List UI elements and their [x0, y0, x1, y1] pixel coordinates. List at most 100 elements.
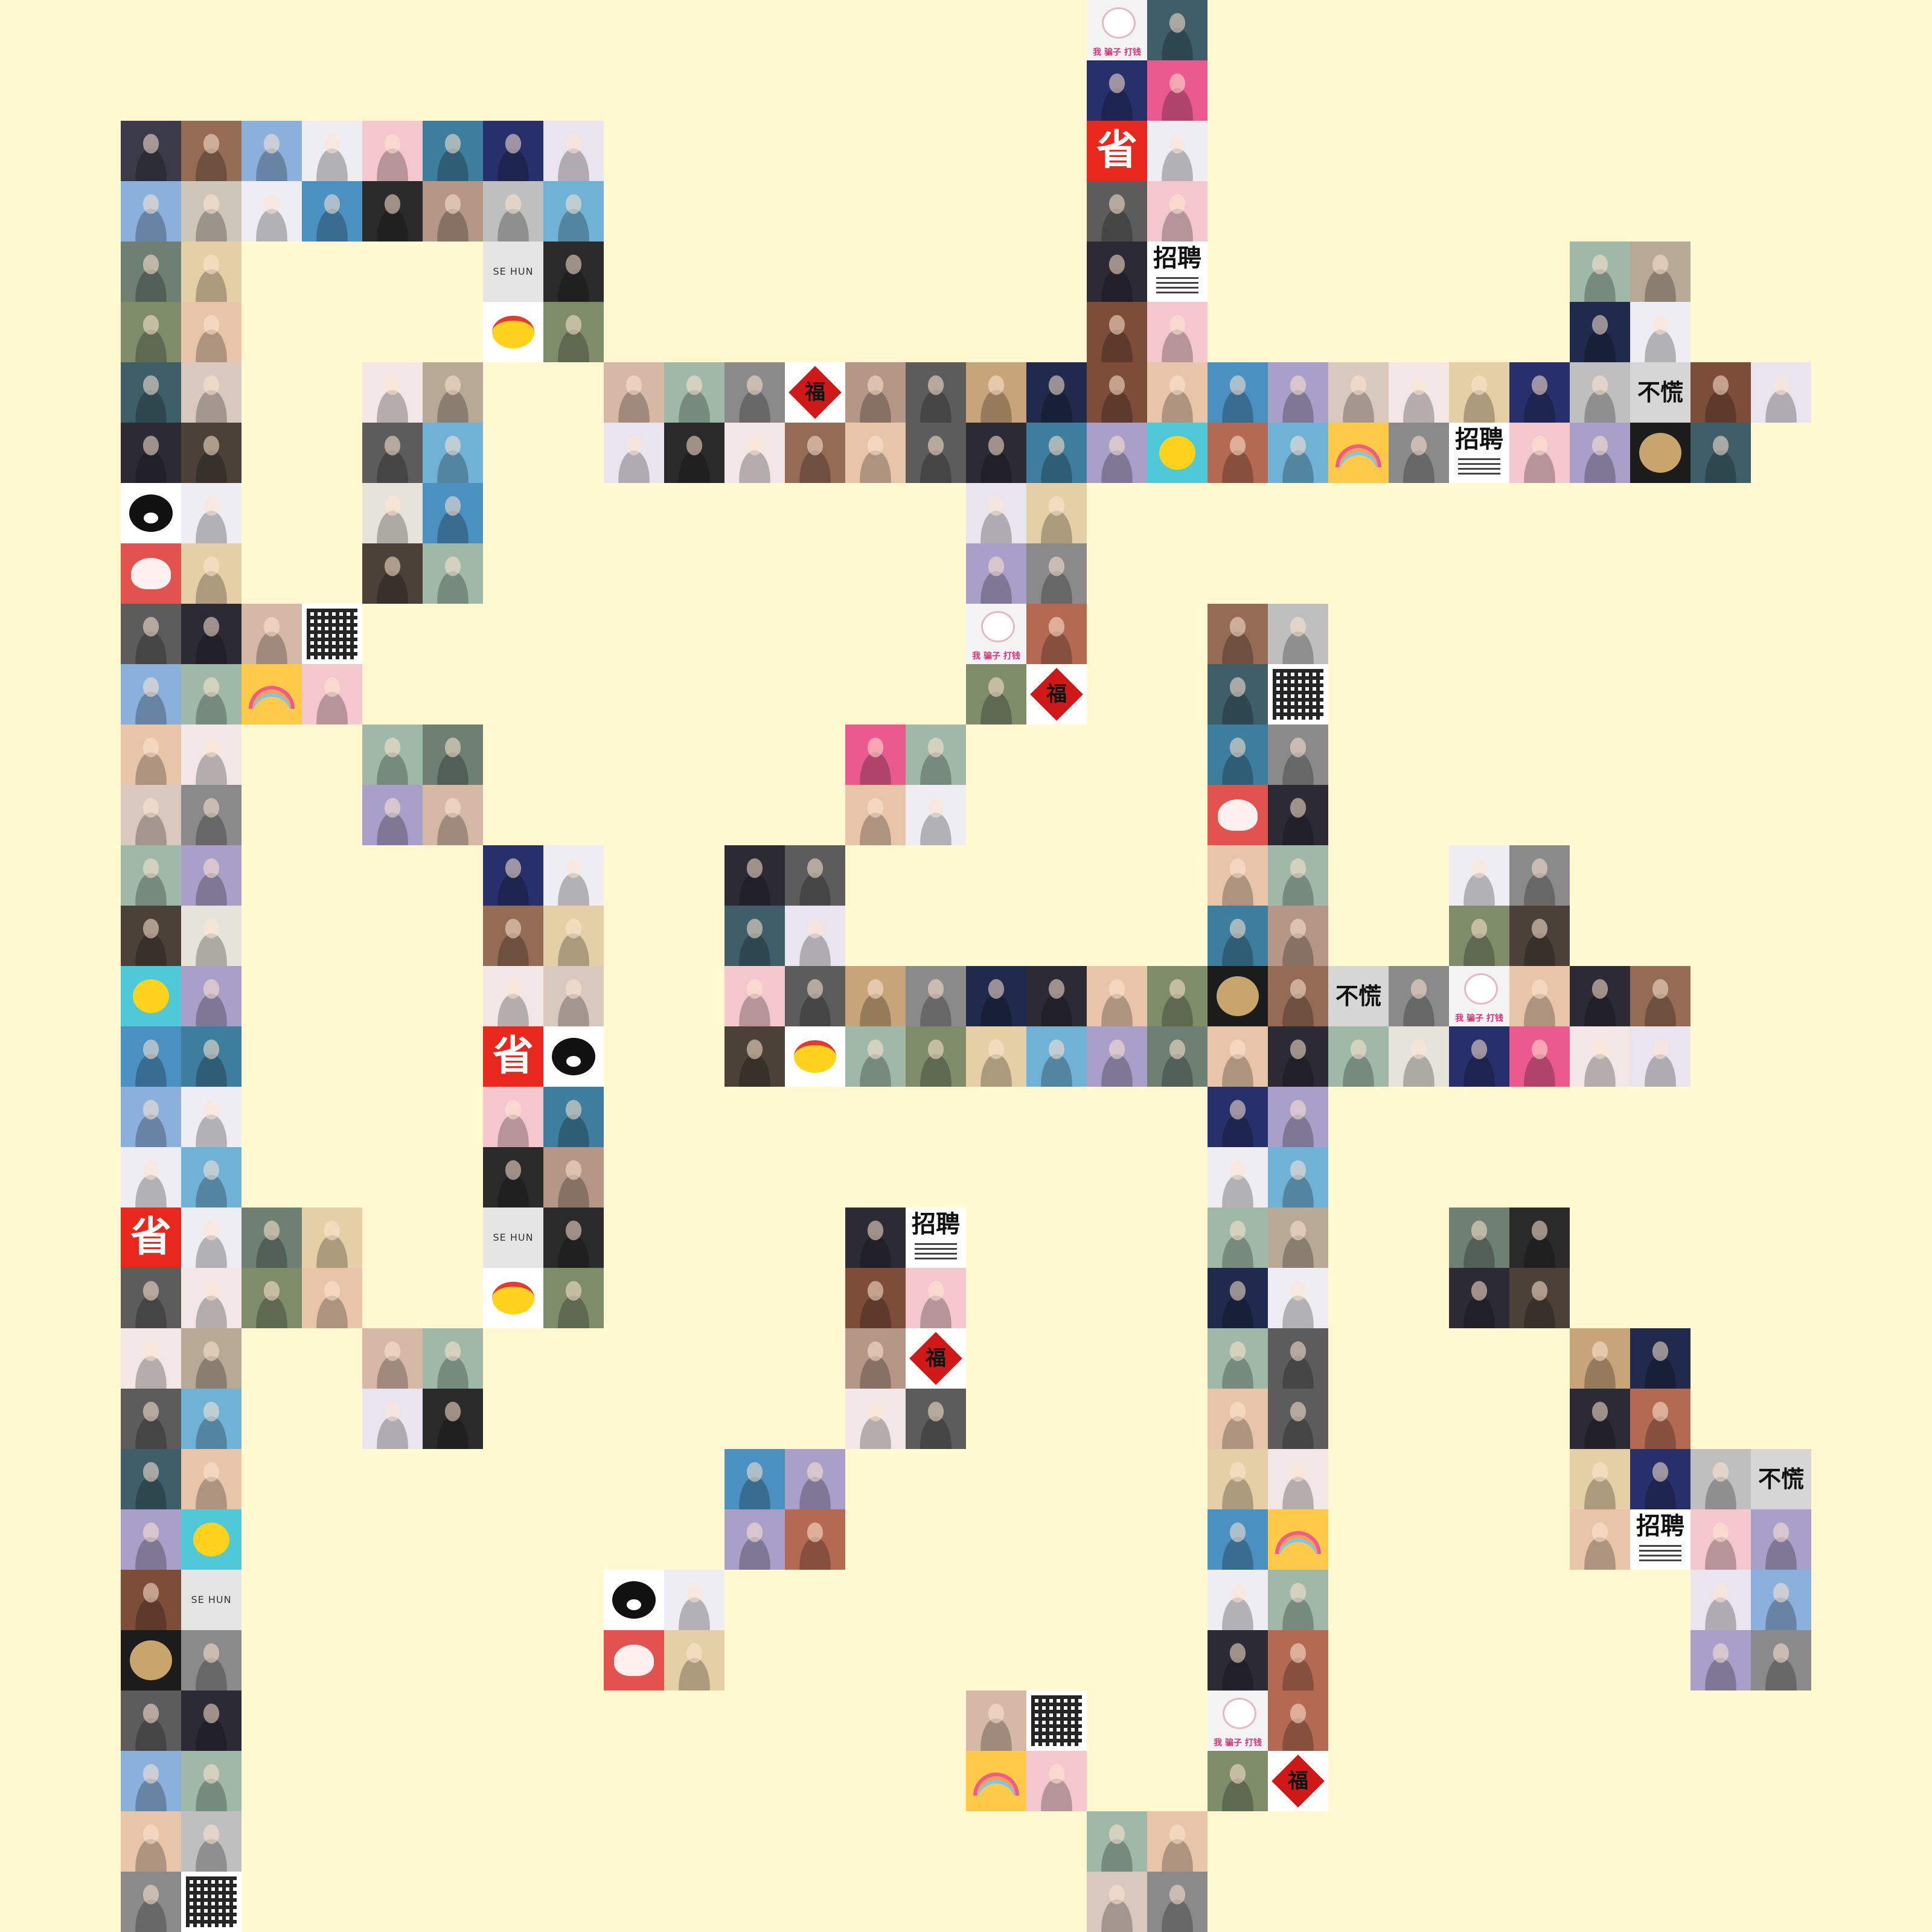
- avatar-photo-tile: [966, 966, 1026, 1026]
- avatar-photo-tile: [724, 1026, 785, 1087]
- avatar-photo-tile: [1026, 543, 1087, 604]
- avatar-photo-tile: [1208, 845, 1268, 906]
- avatar-photo-tile: [1208, 1630, 1268, 1690]
- avatar-photo-tile: [181, 906, 242, 966]
- kumamon-icon: [552, 1038, 595, 1075]
- avatar-photo-tile: [423, 1328, 483, 1389]
- avatar-photo-tile: [604, 362, 664, 423]
- avatar-photo-tile: [362, 543, 423, 604]
- avatar-photo-tile: [1690, 1449, 1751, 1509]
- avatar-photo-tile: [423, 785, 483, 845]
- sehun-avatar-tile: SE HUN: [483, 242, 543, 302]
- sehun-text: SE HUN: [191, 1594, 232, 1605]
- avatar-photo-tile: [543, 906, 604, 966]
- avatar-photo-tile: [1449, 845, 1509, 906]
- avatar-photo-tile: [121, 1690, 181, 1751]
- avatar-photo-tile: [543, 302, 604, 362]
- buliao-text: 不慌: [1637, 379, 1683, 406]
- rainbow-avatar-tile: [1328, 423, 1389, 483]
- avatar-photo-tile: [1268, 1389, 1328, 1449]
- yellow-blob-icon: [794, 1040, 836, 1073]
- avatar-photo-tile: [483, 845, 543, 906]
- avatar-photo-tile: [785, 845, 845, 906]
- avatar-photo-tile: [1087, 302, 1147, 362]
- avatar-photo-tile: [785, 966, 845, 1026]
- avatar-photo-tile: [181, 181, 242, 242]
- rainbow-avatar-tile: [1268, 1509, 1328, 1570]
- avatar-photo-tile: [1570, 362, 1630, 423]
- avatar-photo-tile: [1087, 966, 1147, 1026]
- avatar-photo-tile: [121, 1026, 181, 1087]
- buliao-text: 不慌: [1758, 1466, 1804, 1492]
- avatar-photo-tile: [1449, 362, 1509, 423]
- avatar-photo-tile: [1087, 362, 1147, 423]
- duck-icon: [1159, 436, 1195, 470]
- avatar-photo-tile: [1389, 423, 1449, 483]
- avatar-photo-tile: [1147, 1811, 1208, 1872]
- avatar-photo-tile: [362, 121, 423, 181]
- sheng-avatar-tile: 省: [483, 1026, 543, 1087]
- sheng-text: 省: [1096, 127, 1137, 174]
- sehun-text: SE HUN: [493, 266, 534, 277]
- avatar-photo-tile: [1208, 1509, 1268, 1570]
- avatar-photo-tile: [543, 1147, 604, 1208]
- fu-text: 福: [926, 1346, 946, 1371]
- avatar-photo-tile: [121, 362, 181, 423]
- avatar-photo-tile: [1268, 785, 1328, 845]
- avatar-photo-tile: [242, 1208, 302, 1268]
- avatar-photo-tile: [362, 1328, 423, 1389]
- avatar-photo-tile: [121, 1811, 181, 1872]
- avatar-photo-tile: [1509, 906, 1570, 966]
- buliao-text: 不慌: [1335, 983, 1381, 1009]
- avatar-photo-tile: [1328, 362, 1389, 423]
- avatar-photo-tile: [1208, 724, 1268, 785]
- avatar-photo-tile: [181, 1268, 242, 1328]
- buliao-avatar-tile: 不慌: [1630, 362, 1690, 423]
- avatar-photo-tile: [724, 845, 785, 906]
- avatar-photo-tile: [906, 724, 966, 785]
- qr-code-avatar-tile: [1026, 1690, 1087, 1751]
- pug-avatar-tile: [1630, 423, 1690, 483]
- kumamon-avatar-tile: [604, 1570, 664, 1630]
- avatar-photo-tile: [1690, 1630, 1751, 1690]
- sheng-avatar-tile: 省: [1087, 121, 1147, 181]
- avatar-photo-tile: [121, 1751, 181, 1811]
- avatar-photo-tile: [1570, 1449, 1630, 1509]
- avatar-photo-tile: [1147, 1026, 1208, 1087]
- avatar-photo-tile: [543, 1208, 604, 1268]
- avatar-photo-tile: [1570, 423, 1630, 483]
- avatar-photo-tile: [1087, 1811, 1147, 1872]
- avatar-photo-tile: [724, 906, 785, 966]
- avatar-photo-tile: [1630, 1328, 1690, 1389]
- avatar-photo-tile: [362, 483, 423, 543]
- pug-icon: [130, 1640, 172, 1680]
- sehun-text: SE HUN: [493, 1232, 534, 1243]
- mochi-avatar-tile: [121, 543, 181, 604]
- avatar-photo-tile: [1268, 1690, 1328, 1751]
- avatar-photo-tile: [1630, 302, 1690, 362]
- avatar-photo-tile: [966, 1690, 1026, 1751]
- yellow-blob-avatar-tile: [483, 302, 543, 362]
- qr-code-icon: [186, 1876, 237, 1927]
- pug-icon: [1217, 976, 1259, 1016]
- avatar-photo-tile: [906, 423, 966, 483]
- zhaopin-avatar-tile: 招聘: [1630, 1509, 1690, 1570]
- avatar-photo-tile: [483, 966, 543, 1026]
- avatar-photo-tile: [785, 1449, 845, 1509]
- avatar-photo-tile: [121, 1570, 181, 1630]
- avatar-photo-tile: [1208, 1026, 1268, 1087]
- avatar-photo-tile: [785, 1509, 845, 1570]
- avatar-photo-tile: [483, 1087, 543, 1147]
- avatar-photo-tile: [906, 785, 966, 845]
- avatar-photo-tile: [1449, 1268, 1509, 1328]
- cat-icon: [1223, 1698, 1256, 1729]
- avatar-photo-tile: [845, 362, 906, 423]
- pianzi-text: 我 骗子 打钱: [1455, 1014, 1503, 1023]
- avatar-photo-tile: [121, 785, 181, 845]
- yellow-blob-avatar-tile: [483, 1268, 543, 1328]
- avatar-photo-tile: [1630, 1389, 1690, 1449]
- avatar-photo-tile: [1208, 1087, 1268, 1147]
- avatar-photo-tile: [1509, 1026, 1570, 1087]
- avatar-photo-tile: [181, 1026, 242, 1087]
